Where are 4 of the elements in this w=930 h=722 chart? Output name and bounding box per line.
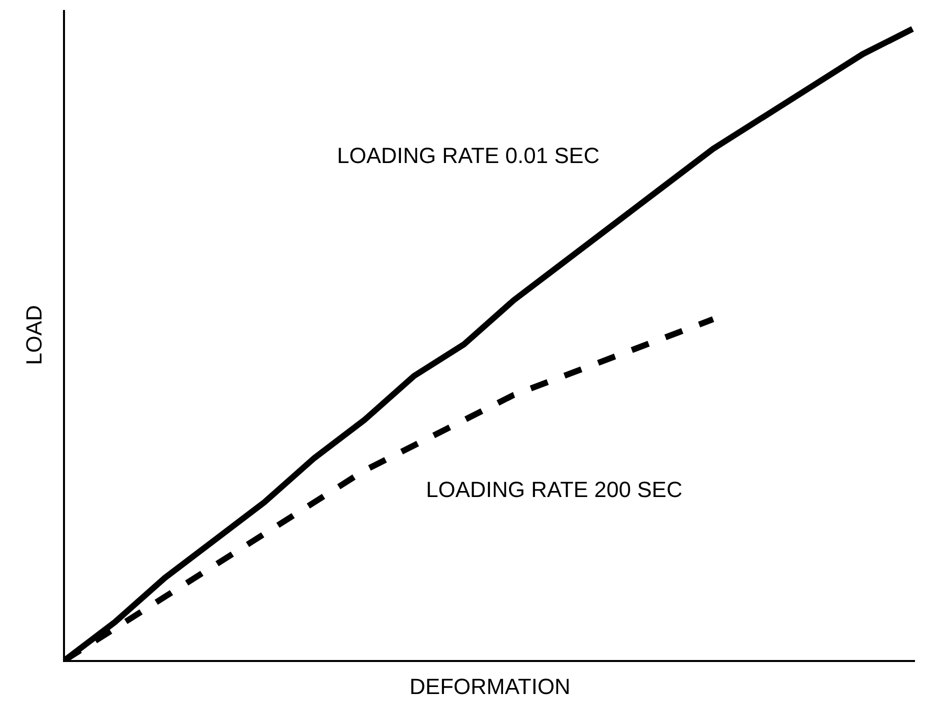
y-axis-title: LOAD bbox=[21, 305, 46, 365]
text: LOADING RATE 0.01 SEC bbox=[337, 143, 600, 168]
series-label: LOADING RATE 200 SEC bbox=[426, 477, 682, 502]
x-axis-title: DEFORMATION bbox=[410, 674, 570, 699]
